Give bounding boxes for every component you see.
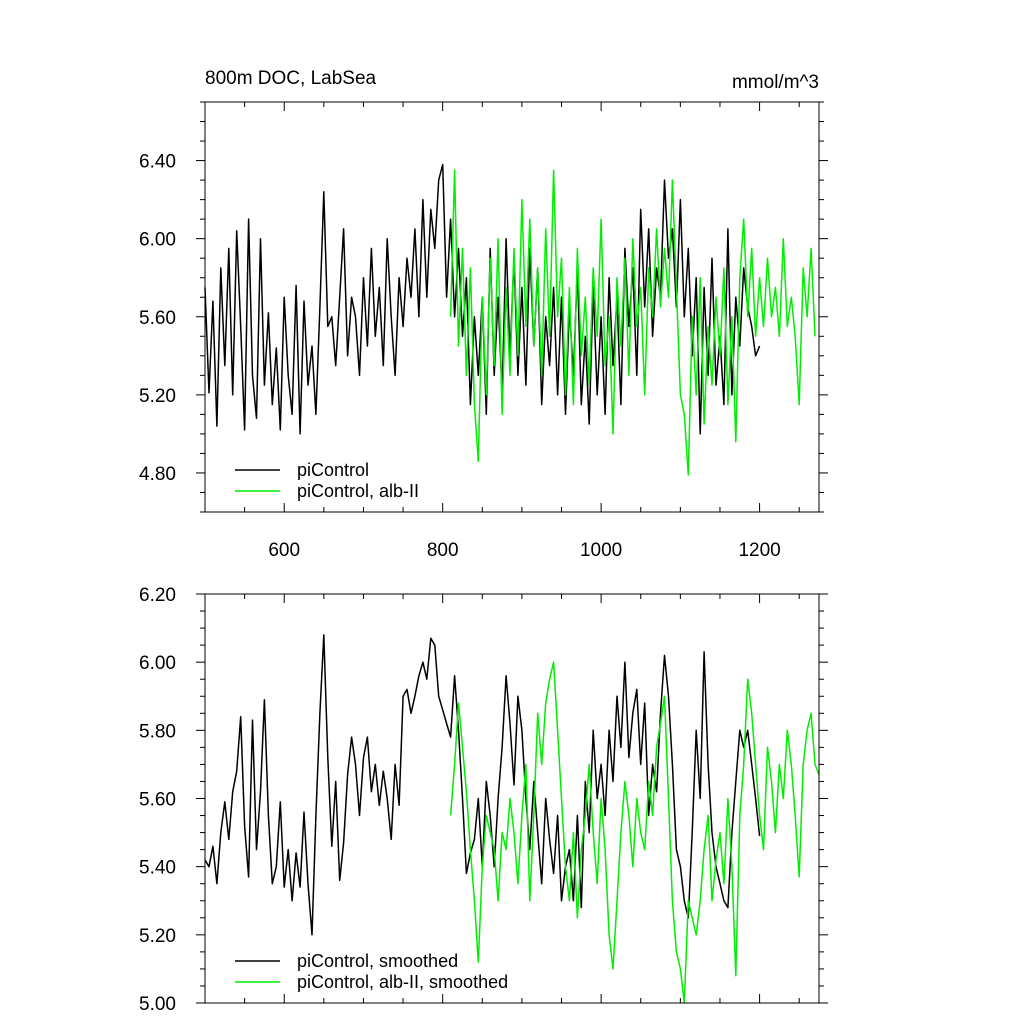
bottom-axis-ticks: 5.00 5.20 5.40 5.60 5.80 6.00 6.20 (139, 585, 828, 1015)
top-x-tick-label: 1000 (580, 540, 622, 561)
top-y-tick-label: 5.20 (139, 386, 176, 407)
top-axis-ticks: 600 800 1000 1200 4.80 5.20 5.60 6.00 6.40 (139, 101, 828, 561)
top-panel-units: mmol/m^3 (732, 72, 819, 93)
bottom-y-tick-label: 5.20 (139, 926, 176, 947)
top-y-tick-label: 6.40 (139, 152, 176, 173)
top-x-tick-label: 800 (427, 540, 459, 561)
legend-label-picontrol: piControl (297, 460, 369, 480)
bottom-series-line-picontrol-alb-ii-smoothed (449, 661, 820, 1004)
bottom-y-tick-label: 6.00 (139, 653, 176, 674)
legend-label-picontrol-alb-ii-smoothed: piControl, alb-II, smoothed (297, 972, 508, 992)
bottom-y-tick-label: 5.60 (139, 790, 176, 811)
legend-label-picontrol-smoothed: piControl, smoothed (297, 951, 458, 971)
top-panel: 800m DOC, LabSea mmol/m^3 600 800 1000 1200… (139, 68, 828, 561)
bottom-y-tick-label: 5.40 (139, 858, 176, 879)
bottom-panel: 5.00 5.20 5.40 5.60 5.80 6.00 6.20 piControl, … (139, 585, 828, 1015)
legend-label-picontrol-alb-ii: piControl, alb-II (297, 481, 419, 501)
bottom-y-tick-label: 5.00 (139, 994, 176, 1015)
top-x-tick-label: 600 (268, 540, 300, 561)
top-series-line-picontrol-alb-ii (449, 169, 816, 476)
bottom-y-tick-label: 5.80 (139, 721, 176, 742)
top-y-tick-label: 6.00 (139, 230, 176, 251)
bottom-y-tick-label: 6.20 (139, 585, 176, 606)
top-plot-frame (204, 101, 820, 513)
top-legend: piControl piControl, alb-II (235, 460, 419, 501)
bottom-series-lines (204, 634, 820, 1004)
top-y-tick-label: 4.80 (139, 464, 176, 485)
top-series-lines (204, 163, 816, 476)
top-panel-title: 800m DOC, LabSea (205, 68, 377, 89)
top-y-tick-label: 5.60 (139, 308, 176, 329)
top-x-tick-label: 1200 (738, 540, 780, 561)
bottom-legend: piControl, smoothed piControl, alb-II, s… (235, 951, 508, 992)
